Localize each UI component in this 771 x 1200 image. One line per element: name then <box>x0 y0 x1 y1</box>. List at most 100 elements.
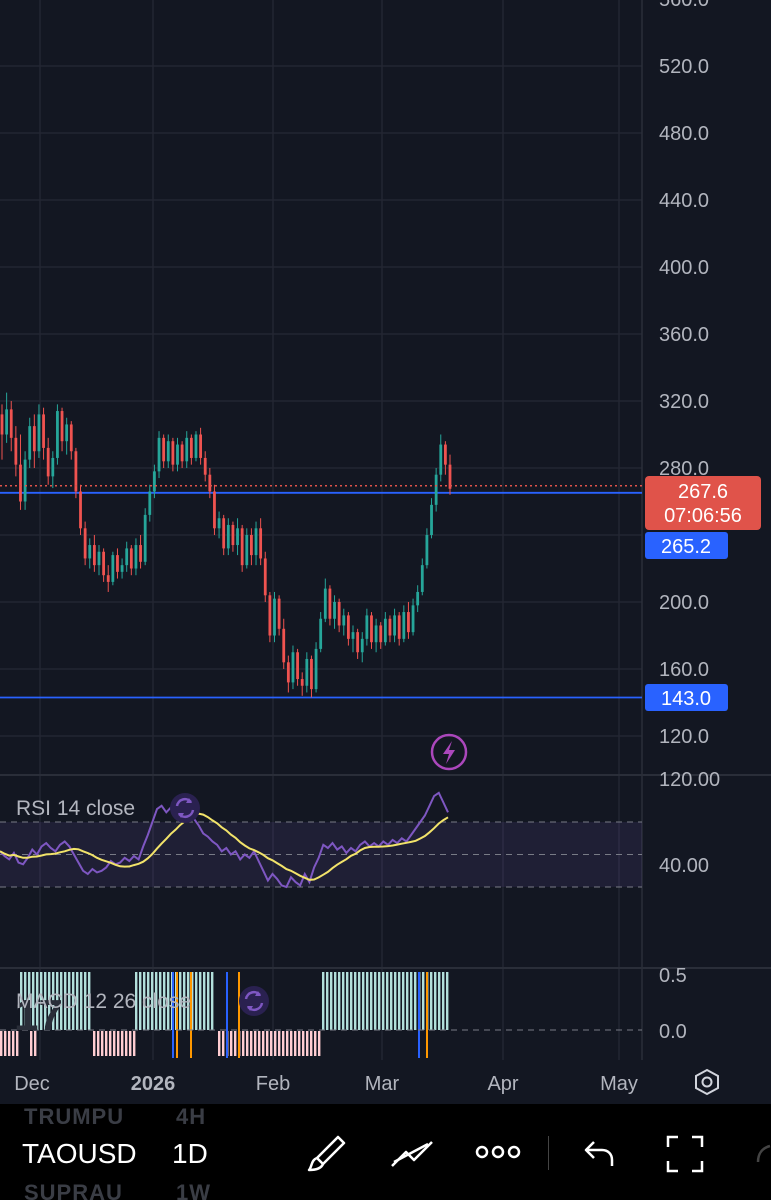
candle-87 <box>402 605 406 643</box>
macd-axis-label-top: 0.5 <box>659 965 687 987</box>
chart-settings-icon[interactable] <box>695 1068 719 1096</box>
macd-bar-76 <box>306 1031 309 1056</box>
candle-44 <box>203 451 207 482</box>
macd-bar-112 <box>30 1031 33 1056</box>
candle-58 <box>268 591 272 643</box>
candle-11 <box>51 451 55 489</box>
interval-selector[interactable]: 1D <box>172 1138 208 1169</box>
macd-bar-82 <box>330 972 333 1030</box>
macd-bar-37 <box>191 972 194 1030</box>
candle-78 <box>360 632 364 663</box>
price-label-160.0: 160.0 <box>659 659 709 681</box>
candle-47 <box>217 511 221 539</box>
fullscreen-icon[interactable] <box>665 1134 705 1174</box>
price-axis[interactable]: 560.0 520.0 480.0 440.0 400.0 360.0 320.0 280.0… <box>659 0 709 748</box>
rsi-ma-line <box>0 812 449 881</box>
candle-45 <box>208 468 212 499</box>
macd-bar-13 <box>72 972 75 1030</box>
time-label-2026: 2026 <box>131 1073 176 1095</box>
trend-line-icon[interactable] <box>388 1132 436 1176</box>
macd-bar-28 <box>155 972 158 1030</box>
partial-icon[interactable] <box>754 1144 771 1174</box>
candle-21 <box>97 545 101 576</box>
macd-title: MACD 12 26 close <box>16 990 191 1013</box>
upper-level-value: 265.2 <box>661 536 711 558</box>
macd-bar-89 <box>358 972 361 1030</box>
macd-bar-71 <box>286 1031 289 1056</box>
candle-84 <box>388 615 392 643</box>
macd-bar-102 <box>410 972 413 1030</box>
watermark-logo: 17 <box>14 991 63 1040</box>
macd-bar-92 <box>370 972 373 1030</box>
candle-90 <box>416 585 420 613</box>
macd-bar-0 <box>20 972 23 1030</box>
candle-71 <box>328 585 332 626</box>
rsi-settings-icon[interactable] <box>170 793 200 823</box>
macd-bar-10 <box>60 972 63 1030</box>
candle-60 <box>277 595 281 636</box>
candle-35 <box>162 434 166 468</box>
candle-6 <box>28 417 32 468</box>
macd-bar-62 <box>250 1031 253 1056</box>
macd-bar-91 <box>366 972 369 1030</box>
macd-bar-16 <box>84 972 87 1030</box>
macd-bar-57 <box>230 1031 233 1056</box>
price-label-120.0: 120.0 <box>659 726 709 748</box>
macd-bar-63 <box>254 1031 257 1056</box>
macd-cross-116 <box>190 972 192 1058</box>
candle-77 <box>356 628 360 659</box>
time-label-feb: Feb <box>256 1073 290 1095</box>
macd-bar-85 <box>342 972 345 1030</box>
brush-icon[interactable] <box>305 1132 349 1176</box>
upper-level-badge[interactable]: 265.2 <box>645 532 728 559</box>
price-label-560.0: 560.0 <box>659 0 709 11</box>
macd-settings-icon[interactable] <box>239 986 269 1016</box>
candle-34 <box>157 431 161 479</box>
time-axis[interactable]: Dec 2026 Feb Mar Apr May <box>14 1073 638 1095</box>
macd-bar-100 <box>402 972 405 1030</box>
candle-9 <box>42 407 45 460</box>
candle-1 <box>5 392 9 443</box>
macd-bar-107 <box>430 972 433 1030</box>
candle-10 <box>46 437 50 485</box>
candle-92 <box>425 528 429 569</box>
candle-65 <box>300 672 304 696</box>
candle-39 <box>180 441 184 468</box>
horizontal-levels[interactable] <box>0 491 642 699</box>
macd-bar-88 <box>354 972 357 1030</box>
candle-2 <box>9 401 13 452</box>
macd-bar-74 <box>298 1031 301 1056</box>
candle-32 <box>148 484 152 522</box>
macd-bar-109 <box>438 972 441 1030</box>
macd-bar-12 <box>68 972 71 1030</box>
ghost-symbol-above: TRUMPU <box>24 1104 125 1129</box>
candle-31 <box>143 508 147 566</box>
lightning-alert-icon[interactable] <box>430 733 468 771</box>
candle-53 <box>245 528 249 569</box>
grid-lines <box>0 0 642 1060</box>
candle-23 <box>106 565 110 592</box>
macd-bar-97 <box>390 972 393 1030</box>
macd-bar-44 <box>97 1031 100 1056</box>
macd-bar-51 <box>125 1031 128 1056</box>
candle-16 <box>74 447 78 499</box>
symbol-selector[interactable]: TAOUSD <box>22 1138 137 1169</box>
macd-bar-73 <box>294 1031 297 1056</box>
macd-bar-90 <box>362 972 365 1030</box>
macd-bar-19 <box>4 1031 7 1056</box>
price-label-200.0: 200.0 <box>659 592 709 614</box>
rsi-axis-label-mid: 40.00 <box>659 855 709 877</box>
macd-cross-115 <box>176 972 178 1058</box>
macd-bar-113 <box>34 1031 37 1056</box>
candle-18 <box>83 521 87 566</box>
candle-63 <box>291 645 295 690</box>
undo-icon[interactable] <box>582 1138 616 1168</box>
macd-axis-label-zero: 0.0 <box>659 1021 687 1043</box>
more-icon[interactable] <box>474 1142 522 1162</box>
candle-13 <box>60 407 64 452</box>
candle-96 <box>443 441 447 475</box>
lower-level-badge[interactable]: 143.0 <box>645 684 728 711</box>
macd-bar-54 <box>218 1031 221 1056</box>
macd-histogram <box>0 972 449 1058</box>
chart-canvas[interactable]: 560.0 520.0 480.0 440.0 400.0 360.0 320.0 280.0… <box>0 0 771 1104</box>
